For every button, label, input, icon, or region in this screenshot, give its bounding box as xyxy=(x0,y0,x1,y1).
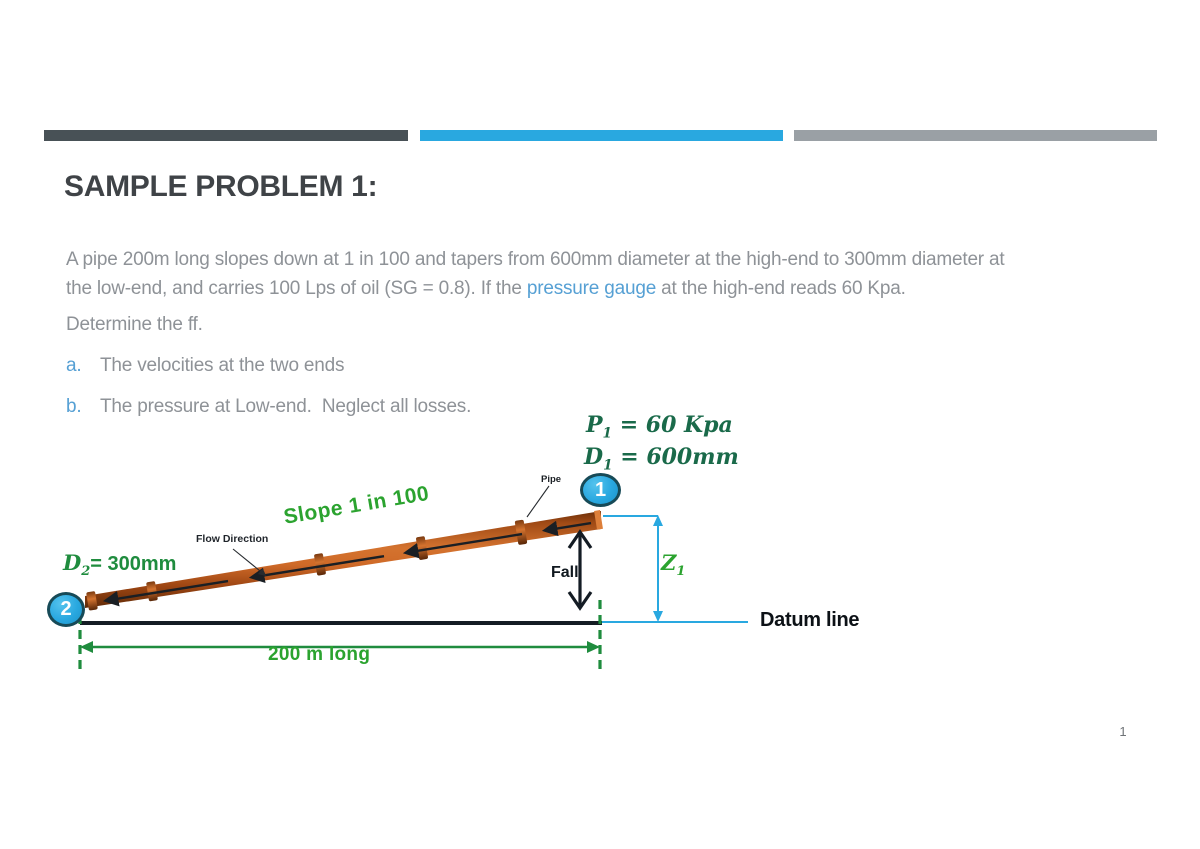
length-label: 200 m long xyxy=(268,644,371,665)
d1-value-label: D1 = 600mm xyxy=(584,444,739,474)
flow-direction-label: Flow Direction xyxy=(196,533,269,545)
accent-bar-gray xyxy=(794,130,1157,141)
node-1-badge: 1 xyxy=(580,473,621,507)
pipe-label: Pipe xyxy=(541,474,562,485)
list-item-a: a. The velocities at the two ends xyxy=(66,355,345,377)
flow-arrows xyxy=(102,520,592,607)
problem-line-2: the low-end, and carries 100 Lps of oil … xyxy=(66,277,906,299)
determine-prompt: Determine the ff. xyxy=(66,314,203,335)
page-title: SAMPLE PROBLEM 1: xyxy=(64,170,378,203)
flow-leader-line xyxy=(232,548,267,576)
list-text-b: The pressure at Low-end. Neglect all los… xyxy=(100,396,472,417)
page-number: 1 xyxy=(1119,724,1127,739)
z1-dimension-icon xyxy=(603,515,663,622)
fall-label: Fall xyxy=(551,564,579,581)
list-text-a: The velocities at the two ends xyxy=(100,355,345,376)
datum-line-label: Datum line xyxy=(760,609,860,631)
d2-value-label: D2= 300mm xyxy=(63,550,177,580)
node-2-badge: 2 xyxy=(47,592,85,627)
problem-statement: A pipe 200m long slopes down at 1 in 100… xyxy=(66,246,1146,303)
accent-bar-blue xyxy=(420,130,783,141)
pipe-leader-line xyxy=(526,485,550,518)
p1-value-label: P1 = 60 Kpa xyxy=(586,412,733,442)
list-marker-a: a. xyxy=(66,355,82,376)
length-dimension-icon xyxy=(80,641,600,653)
fall-arrow-icon xyxy=(567,529,593,611)
z1-label: Z1 xyxy=(661,550,686,580)
pressure-gauge-link[interactable]: pressure gauge xyxy=(526,277,657,299)
accent-bar-dark xyxy=(44,130,408,141)
list-item-b: b. The pressure at Low-end. Neglect all l… xyxy=(66,396,471,418)
extent-dashes xyxy=(78,600,602,670)
problem-line-1: A pipe 200m long slopes down at 1 in 100… xyxy=(66,249,1005,270)
list-marker-b: b. xyxy=(66,396,82,417)
